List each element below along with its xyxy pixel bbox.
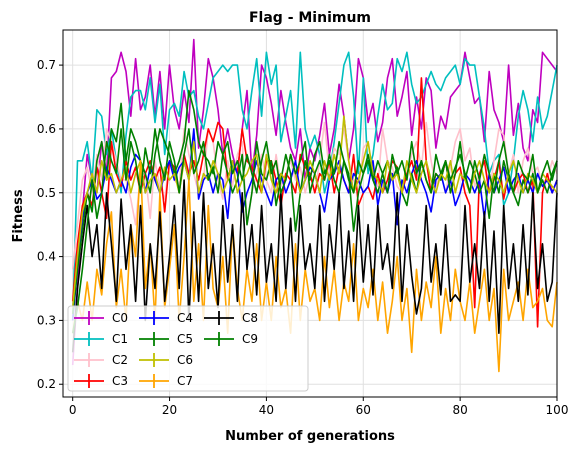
y-tick-label: 0.5 bbox=[37, 186, 56, 200]
x-tick-label: 60 bbox=[356, 403, 371, 417]
legend-label-c0: C0 bbox=[112, 311, 128, 325]
legend-label-c2: C2 bbox=[112, 353, 128, 367]
x-tick-label: 20 bbox=[162, 403, 177, 417]
x-tick-label: 80 bbox=[452, 403, 467, 417]
legend-label-c1: C1 bbox=[112, 332, 128, 346]
series-line-c1 bbox=[71, 51, 558, 321]
y-axis-label: Fitness bbox=[11, 189, 26, 242]
y-tick-label: 0.6 bbox=[37, 122, 56, 136]
series-line-c9 bbox=[71, 128, 558, 334]
plot-frame bbox=[62, 29, 558, 398]
series-line-c0 bbox=[71, 38, 558, 366]
x-tick-label: 100 bbox=[546, 403, 569, 417]
legend-label-c8: C8 bbox=[242, 311, 258, 325]
x-axis-label: Number of generations bbox=[225, 429, 395, 444]
y-tick-label: 0.2 bbox=[37, 377, 56, 391]
chart-title: Flag - Minimum bbox=[249, 10, 371, 26]
legend-label-c6: C6 bbox=[177, 353, 193, 367]
legend-label-c5: C5 bbox=[177, 332, 193, 346]
legend-label-c7: C7 bbox=[177, 374, 193, 388]
series-line-c5 bbox=[71, 89, 558, 315]
legend-box bbox=[67, 305, 309, 392]
legend-label-c9: C9 bbox=[242, 332, 258, 346]
legend-label-c3: C3 bbox=[112, 374, 128, 388]
y-tick-label: 0.3 bbox=[37, 313, 56, 327]
series-line-c8 bbox=[71, 179, 558, 353]
x-tick-label: 0 bbox=[69, 403, 77, 417]
y-tick-label: 0.4 bbox=[37, 250, 56, 264]
x-tick-label: 40 bbox=[259, 403, 274, 417]
y-tick-label: 0.7 bbox=[37, 58, 56, 72]
legend-label-c4: C4 bbox=[177, 311, 193, 325]
